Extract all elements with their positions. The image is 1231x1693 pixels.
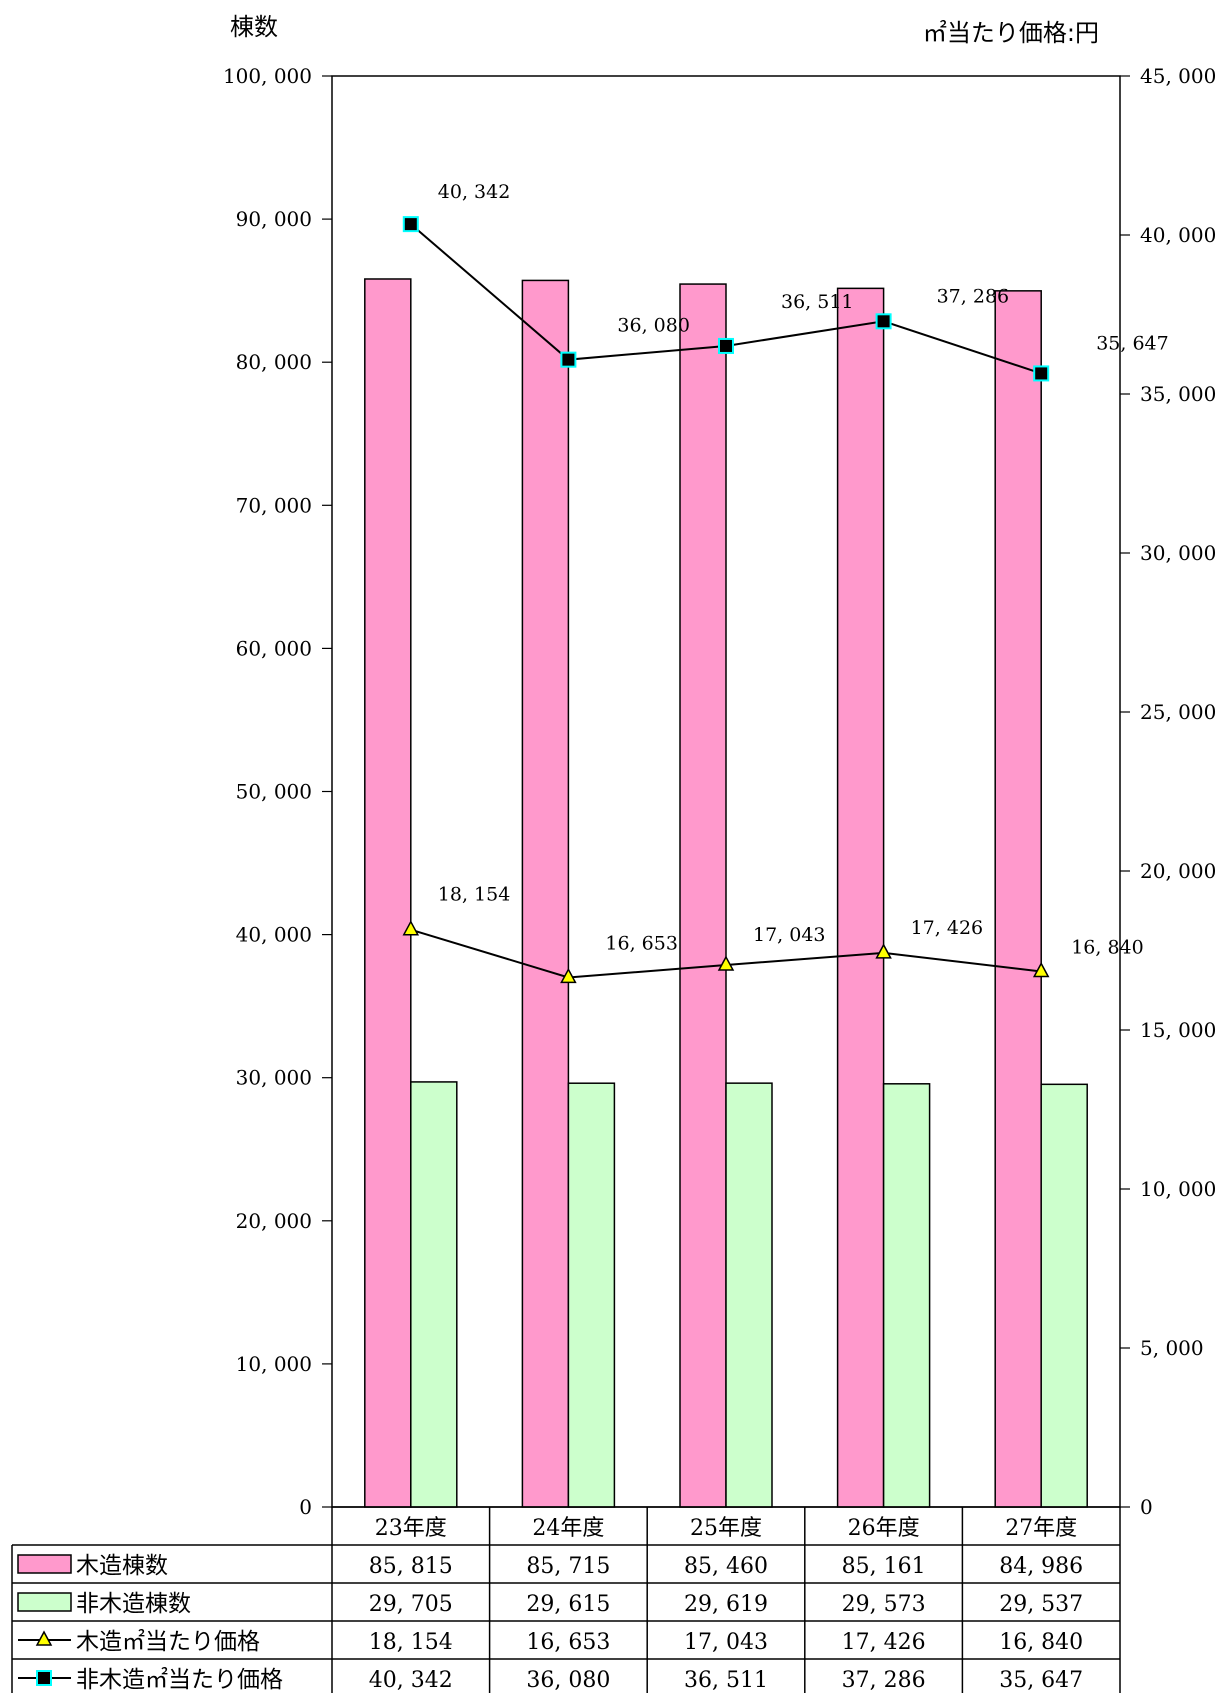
marker-square (560, 351, 577, 368)
legend-label: 木造棟数 (76, 1553, 168, 1579)
y2-tick-label: 25, 000 (1140, 700, 1216, 724)
table-cell: 40, 342 (369, 1668, 453, 1693)
table-cell: 29, 573 (842, 1592, 926, 1617)
axes: 0 10, 000 20, 000 30, 000 40, 000 50, 000 60, … (223, 13, 1216, 1519)
data-label: 17, 426 (911, 917, 984, 939)
data-label: 36, 511 (781, 291, 854, 313)
data-label: 16, 840 (1071, 936, 1144, 958)
y2-tick-label: 20, 000 (1140, 859, 1216, 883)
marker-square (718, 337, 734, 354)
table-cell: 85, 460 (684, 1554, 768, 1579)
y2-tick-label: 40, 000 (1140, 223, 1216, 247)
data-label: 35, 647 (1096, 332, 1169, 354)
y2-tick-label: 30, 000 (1140, 541, 1216, 565)
table-cell: 85, 815 (369, 1554, 453, 1579)
bar-wood (836, 287, 885, 1508)
legend-key-triangle (35, 1630, 53, 1646)
y-tick-label: 20, 000 (236, 1209, 312, 1233)
data-label: 36, 080 (617, 315, 690, 337)
x-tick-label: 24年度 (532, 1516, 604, 1541)
bar-wood (679, 283, 727, 1508)
y-tick-label: 60, 000 (236, 636, 312, 660)
legend-key-square (36, 1670, 52, 1686)
x-tick-label: 27年度 (1005, 1516, 1077, 1541)
y2-tick-label: 15, 000 (1140, 1018, 1216, 1042)
data-label: 37, 286 (937, 285, 1010, 307)
y-axis-label: 棟数 (230, 13, 278, 41)
marker-square (1033, 365, 1050, 382)
lines: 18, 154 16, 653 17, 043 17, 426 16, 840 40, 3… (402, 181, 1169, 984)
marker-triangle (875, 943, 892, 959)
data-label: 16, 653 (605, 932, 678, 954)
table-cell: 29, 537 (999, 1592, 1083, 1617)
data-label: 17, 043 (753, 924, 826, 946)
table-cell: 17, 426 (842, 1630, 926, 1655)
y-tick-label: 50, 000 (236, 780, 312, 804)
bar-wood (994, 290, 1042, 1508)
table-cell: 84, 986 (999, 1554, 1083, 1579)
x-tick-label: 23年度 (375, 1516, 447, 1541)
marker-triangle (1032, 961, 1050, 978)
x-tick-label: 26年度 (848, 1516, 920, 1541)
y2-tick-label: 45, 000 (1140, 64, 1216, 88)
bar-nonwood (882, 1083, 931, 1508)
table-cell: 16, 840 (999, 1630, 1083, 1655)
data-label: 40, 342 (438, 181, 511, 203)
table-cell: 37, 286 (842, 1668, 926, 1693)
marker-triangle (402, 920, 420, 936)
y2-tick-label: 0 (1140, 1495, 1153, 1519)
bar-nonwood (410, 1081, 458, 1508)
table-cell: 85, 161 (842, 1554, 926, 1579)
y-tick-label: 100, 000 (223, 64, 312, 88)
bar-nonwood (567, 1082, 616, 1508)
legend-label: 木造㎡当たり価格 (76, 1629, 260, 1655)
table-cell: 35, 647 (999, 1668, 1083, 1693)
legend-label: 非木造棟数 (76, 1591, 191, 1617)
y-tick-label: 70, 000 (236, 493, 312, 517)
table-cell: 36, 511 (684, 1668, 768, 1693)
table-cell: 36, 080 (526, 1668, 610, 1693)
marker-triangle (560, 967, 577, 984)
y2-axis-label: ㎡当たり価格:円 (923, 19, 1099, 47)
bar-nonwood (725, 1082, 773, 1508)
table-cell: 29, 619 (684, 1592, 768, 1617)
y2-tick-label: 5, 000 (1140, 1336, 1204, 1360)
legend-key-bar (17, 1592, 72, 1612)
y-tick-label: 80, 000 (236, 350, 312, 374)
y-tick-label: 40, 000 (236, 923, 312, 947)
table-cell: 85, 715 (526, 1554, 610, 1579)
table-cell: 17, 043 (684, 1630, 768, 1655)
y2-tick-label: 35, 000 (1140, 382, 1216, 406)
marker-square (402, 216, 419, 233)
legend-key-bar (17, 1554, 72, 1574)
table-cell: 29, 615 (526, 1592, 610, 1617)
table-cell: 18, 154 (369, 1630, 453, 1655)
y-tick-label: 0 (299, 1495, 312, 1519)
bar-wood (364, 278, 412, 1508)
table-cell: 29, 705 (369, 1592, 453, 1617)
legend-label: 非木造㎡当たり価格 (76, 1667, 283, 1693)
marker-square (875, 313, 892, 330)
y-tick-label: 10, 000 (236, 1352, 312, 1376)
table-cell: 16, 653 (526, 1630, 610, 1655)
bar-wood (521, 279, 570, 1508)
y-tick-label: 90, 000 (236, 207, 312, 231)
bar-nonwood (1040, 1083, 1088, 1508)
data-label: 18, 154 (438, 884, 511, 906)
y-tick-label: 30, 000 (236, 1066, 312, 1090)
marker-triangle (717, 955, 735, 971)
y2-tick-label: 10, 000 (1140, 1177, 1216, 1201)
x-tick-label: 25年度 (690, 1516, 762, 1541)
